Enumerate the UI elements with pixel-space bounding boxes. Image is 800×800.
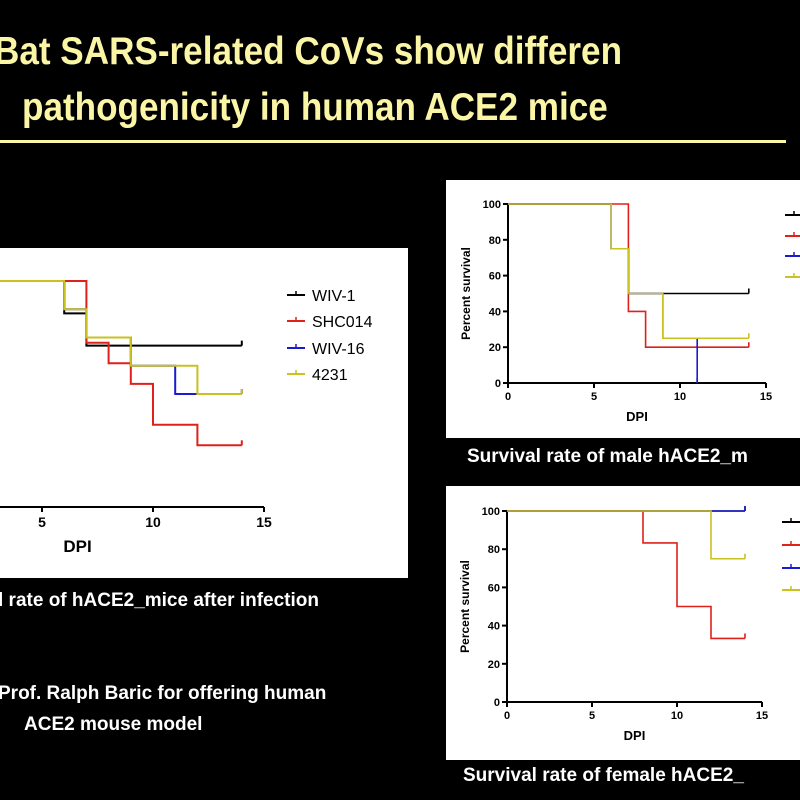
- x-tick-label: 0: [505, 391, 511, 403]
- legend-label: SHC014: [312, 314, 373, 331]
- survival-curve-4231: [0, 280, 242, 395]
- survival-curve-series-4: [508, 203, 749, 340]
- survival-curve-SHC014: [0, 280, 242, 447]
- y-tick-label: 60: [488, 582, 500, 594]
- acknowledgement-line-1: Prof. Ralph Baric for offering human: [0, 683, 327, 704]
- legend-label: WIV-1: [312, 288, 356, 305]
- y-tick-label: 80: [489, 235, 501, 247]
- legend-label: WIV-16: [312, 341, 365, 358]
- x-axis-title: DPI: [63, 537, 91, 556]
- survival-curve-series-4: [507, 510, 745, 560]
- y-tick-label: 80: [488, 544, 500, 556]
- x-tick-label: 15: [756, 710, 768, 722]
- survival-curve-series-2: [507, 510, 745, 640]
- x-tick-label: 15: [760, 391, 772, 403]
- legend-label: 4231: [312, 367, 348, 384]
- x-tick-label: 5: [591, 391, 597, 403]
- y-axis-title: Percent survival: [459, 247, 473, 340]
- y-axis-title: Percent survival: [458, 560, 472, 653]
- y-tick-label: 100: [482, 506, 500, 518]
- survival-curve-WIV-1: [0, 280, 242, 347]
- y-tick-label: 100: [483, 199, 501, 211]
- combined-chart-caption: l rate of hACE2_mice after infection: [0, 590, 319, 611]
- x-axis-title: DPI: [626, 409, 648, 424]
- y-tick-label: 20: [489, 342, 501, 354]
- male-chart-caption: Survival rate of male hACE2_m: [467, 446, 748, 467]
- y-tick-label: 60: [489, 271, 501, 283]
- female-chart-panel: [446, 486, 800, 760]
- y-tick-label: 40: [488, 621, 500, 633]
- x-tick-label: 5: [38, 514, 46, 530]
- x-axis-title: DPI: [624, 728, 646, 743]
- y-tick-label: 20: [488, 659, 500, 671]
- y-tick-label: 0: [495, 378, 501, 390]
- x-tick-label: 0: [504, 710, 510, 722]
- x-tick-label: 15: [256, 514, 272, 530]
- x-tick-label: 10: [671, 710, 683, 722]
- acknowledgement-line-2: ACE2 mouse model: [24, 714, 203, 735]
- y-tick-label: 0: [494, 697, 500, 709]
- female-chart-caption: Survival rate of female hACE2_: [463, 765, 744, 786]
- y-tick-label: 40: [489, 306, 501, 318]
- title-underline: [0, 140, 786, 143]
- x-tick-label: 10: [145, 514, 161, 530]
- x-tick-label: 5: [589, 710, 595, 722]
- male-chart-panel: [446, 180, 800, 438]
- x-tick-label: 10: [674, 391, 686, 403]
- slide-title-line-1: Bat SARS-related CoVs show differen: [0, 30, 623, 73]
- slide-title-line-2: pathogenicity in human ACE2 mice: [22, 86, 608, 129]
- combined-chart-panel: [0, 248, 408, 578]
